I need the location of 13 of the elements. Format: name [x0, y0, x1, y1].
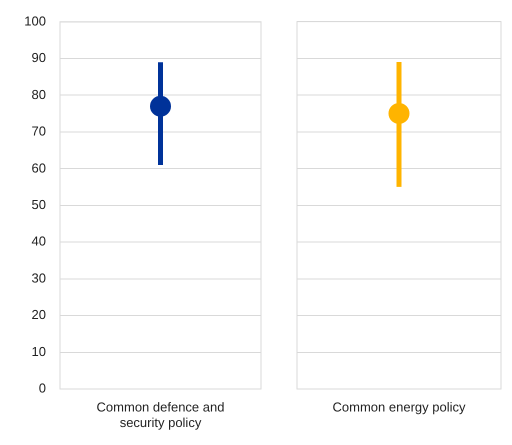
y-tick-label: 20	[32, 307, 46, 322]
y-tick-label: 70	[32, 124, 46, 139]
y-tick-label: 50	[32, 196, 46, 212]
y-tick-label: 100	[24, 13, 46, 28]
x-tick-label: Common defence and security policy	[96, 399, 224, 430]
y-tick-label: 10	[32, 344, 46, 359]
y-tick-label: 90	[32, 50, 46, 66]
y-tick-label: 40	[32, 234, 46, 249]
x-tick-label: Common energy policy	[332, 399, 466, 414]
y-tick-label: 80	[32, 86, 46, 102]
y-tick-label: 60	[32, 160, 46, 176]
y-tick-label: 0	[38, 380, 46, 396]
y-tick-label: 30	[32, 270, 46, 286]
